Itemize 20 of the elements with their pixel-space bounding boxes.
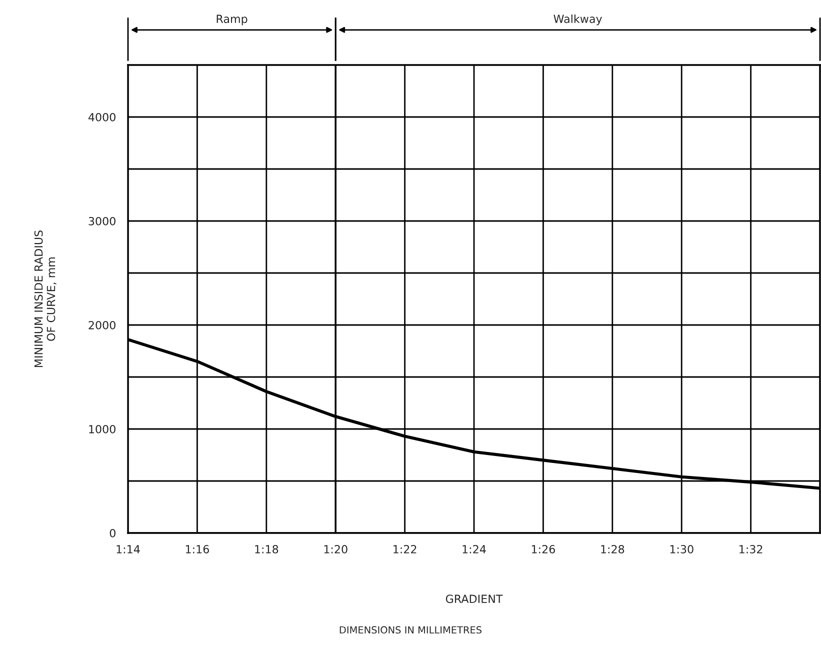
x-tick-label: 1:22: [394, 545, 416, 554]
y-tick-label: 0: [110, 528, 116, 538]
y-axis-title: MINIMUM INSIDE RADIUS OF CURVE, mm: [34, 230, 56, 368]
y-tick-label: 4000: [88, 112, 116, 122]
x-tick-label: 1:16: [186, 545, 209, 554]
x-tick-label: 1:14: [116, 545, 140, 554]
x-axis-title: GRADIENT: [446, 594, 503, 604]
x-tick-label: 1:30: [670, 545, 694, 554]
x-tick-label: 1:26: [532, 545, 555, 554]
y-tick-label: 1000: [89, 424, 116, 434]
text: DIMENSIONS IN MILLIMETRES: [340, 626, 482, 634]
y-tick-label: 3000: [88, 216, 116, 226]
x-tick-label: 1:32: [740, 545, 762, 554]
y-tick-label: 2000: [88, 320, 116, 330]
text: Walkway: [554, 14, 602, 26]
x-tick-label: 1:28: [601, 545, 624, 554]
text: Ramp: [216, 14, 248, 26]
x-tick-label: 1:18: [255, 545, 278, 554]
x-tick-label: 1:24: [462, 545, 486, 554]
x-tick-label: 1:20: [324, 545, 348, 554]
